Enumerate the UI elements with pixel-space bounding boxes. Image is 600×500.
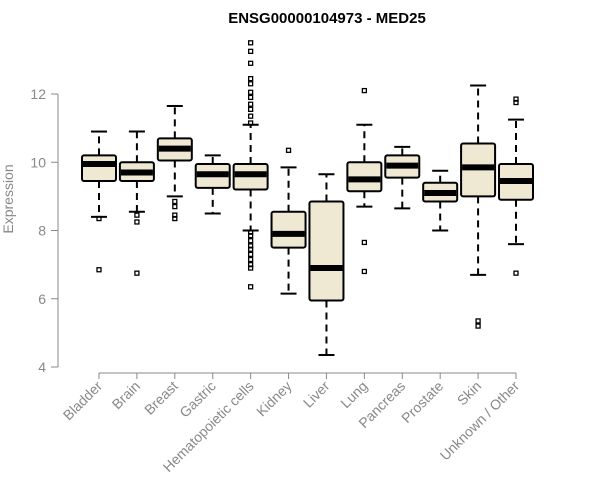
outlier-point [247, 265, 254, 271]
outlier-point [247, 94, 254, 101]
outlier-point [361, 87, 368, 94]
chart-title: ENSG00000104973 - MED25 [228, 10, 426, 27]
outlier-point [247, 101, 254, 107]
outlier-point [475, 318, 481, 324]
y-tick-label: 8 [38, 223, 46, 239]
outlier-point [134, 270, 140, 276]
box-group [81, 130, 117, 273]
outlier-point [96, 215, 102, 222]
outlier-point [475, 323, 481, 329]
outlier-point [513, 270, 519, 276]
y-tick-label: 12 [30, 86, 46, 102]
outlier-point [361, 239, 368, 246]
box-group [384, 145, 421, 210]
iqr-box [270, 210, 307, 249]
outlier-point [247, 232, 254, 239]
box-group [460, 84, 497, 329]
outlier-point [96, 267, 102, 273]
box-group [308, 173, 345, 357]
y-tick-label: 4 [38, 359, 46, 375]
outlier-point [247, 60, 254, 66]
iqr-box [308, 200, 345, 302]
outlier-point [247, 81, 254, 87]
y-tick-label: 10 [30, 154, 46, 170]
outlier-point [247, 89, 254, 95]
iqr-box [81, 154, 117, 183]
outlier-point [513, 99, 519, 106]
outlier-point [247, 113, 254, 119]
x-tick-label: Liver [300, 378, 333, 411]
outlier-point [247, 40, 254, 46]
box-group [156, 104, 193, 222]
x-tick-label: Lung [337, 378, 370, 411]
box-group [232, 40, 269, 290]
x-tick-label: Brain [109, 378, 143, 412]
box-group [194, 154, 231, 215]
x-tick-label: Bladder [60, 378, 106, 424]
outlier-point [247, 256, 254, 263]
y-tick-label: 6 [38, 291, 46, 307]
outlier-point [172, 198, 178, 205]
outlier-point [134, 212, 140, 218]
x-tick-label: Breast [141, 378, 181, 418]
outlier-point [134, 219, 140, 225]
box-group [498, 96, 534, 276]
x-tick-label: Skin [454, 378, 485, 409]
outlier-point [247, 284, 254, 290]
box-group [346, 87, 383, 275]
outlier-point [247, 48, 254, 54]
x-tick-label: Prostate [398, 378, 446, 426]
outlier-point [172, 203, 178, 210]
outlier-point [361, 268, 368, 275]
outlier-point [247, 238, 254, 244]
outlier-point [285, 147, 292, 153]
outlier-point [247, 106, 254, 113]
outlier-point [172, 215, 178, 222]
box-group [422, 169, 459, 232]
outlier-point [247, 251, 254, 258]
box-group [118, 130, 155, 276]
y-axis-label: Expression [0, 164, 16, 233]
x-tick-label: Kidney [253, 378, 295, 420]
outlier-point [247, 246, 254, 252]
outlier-point [247, 75, 254, 82]
outlier-point [247, 120, 254, 126]
boxes-group [81, 40, 534, 357]
box-group [270, 147, 307, 295]
